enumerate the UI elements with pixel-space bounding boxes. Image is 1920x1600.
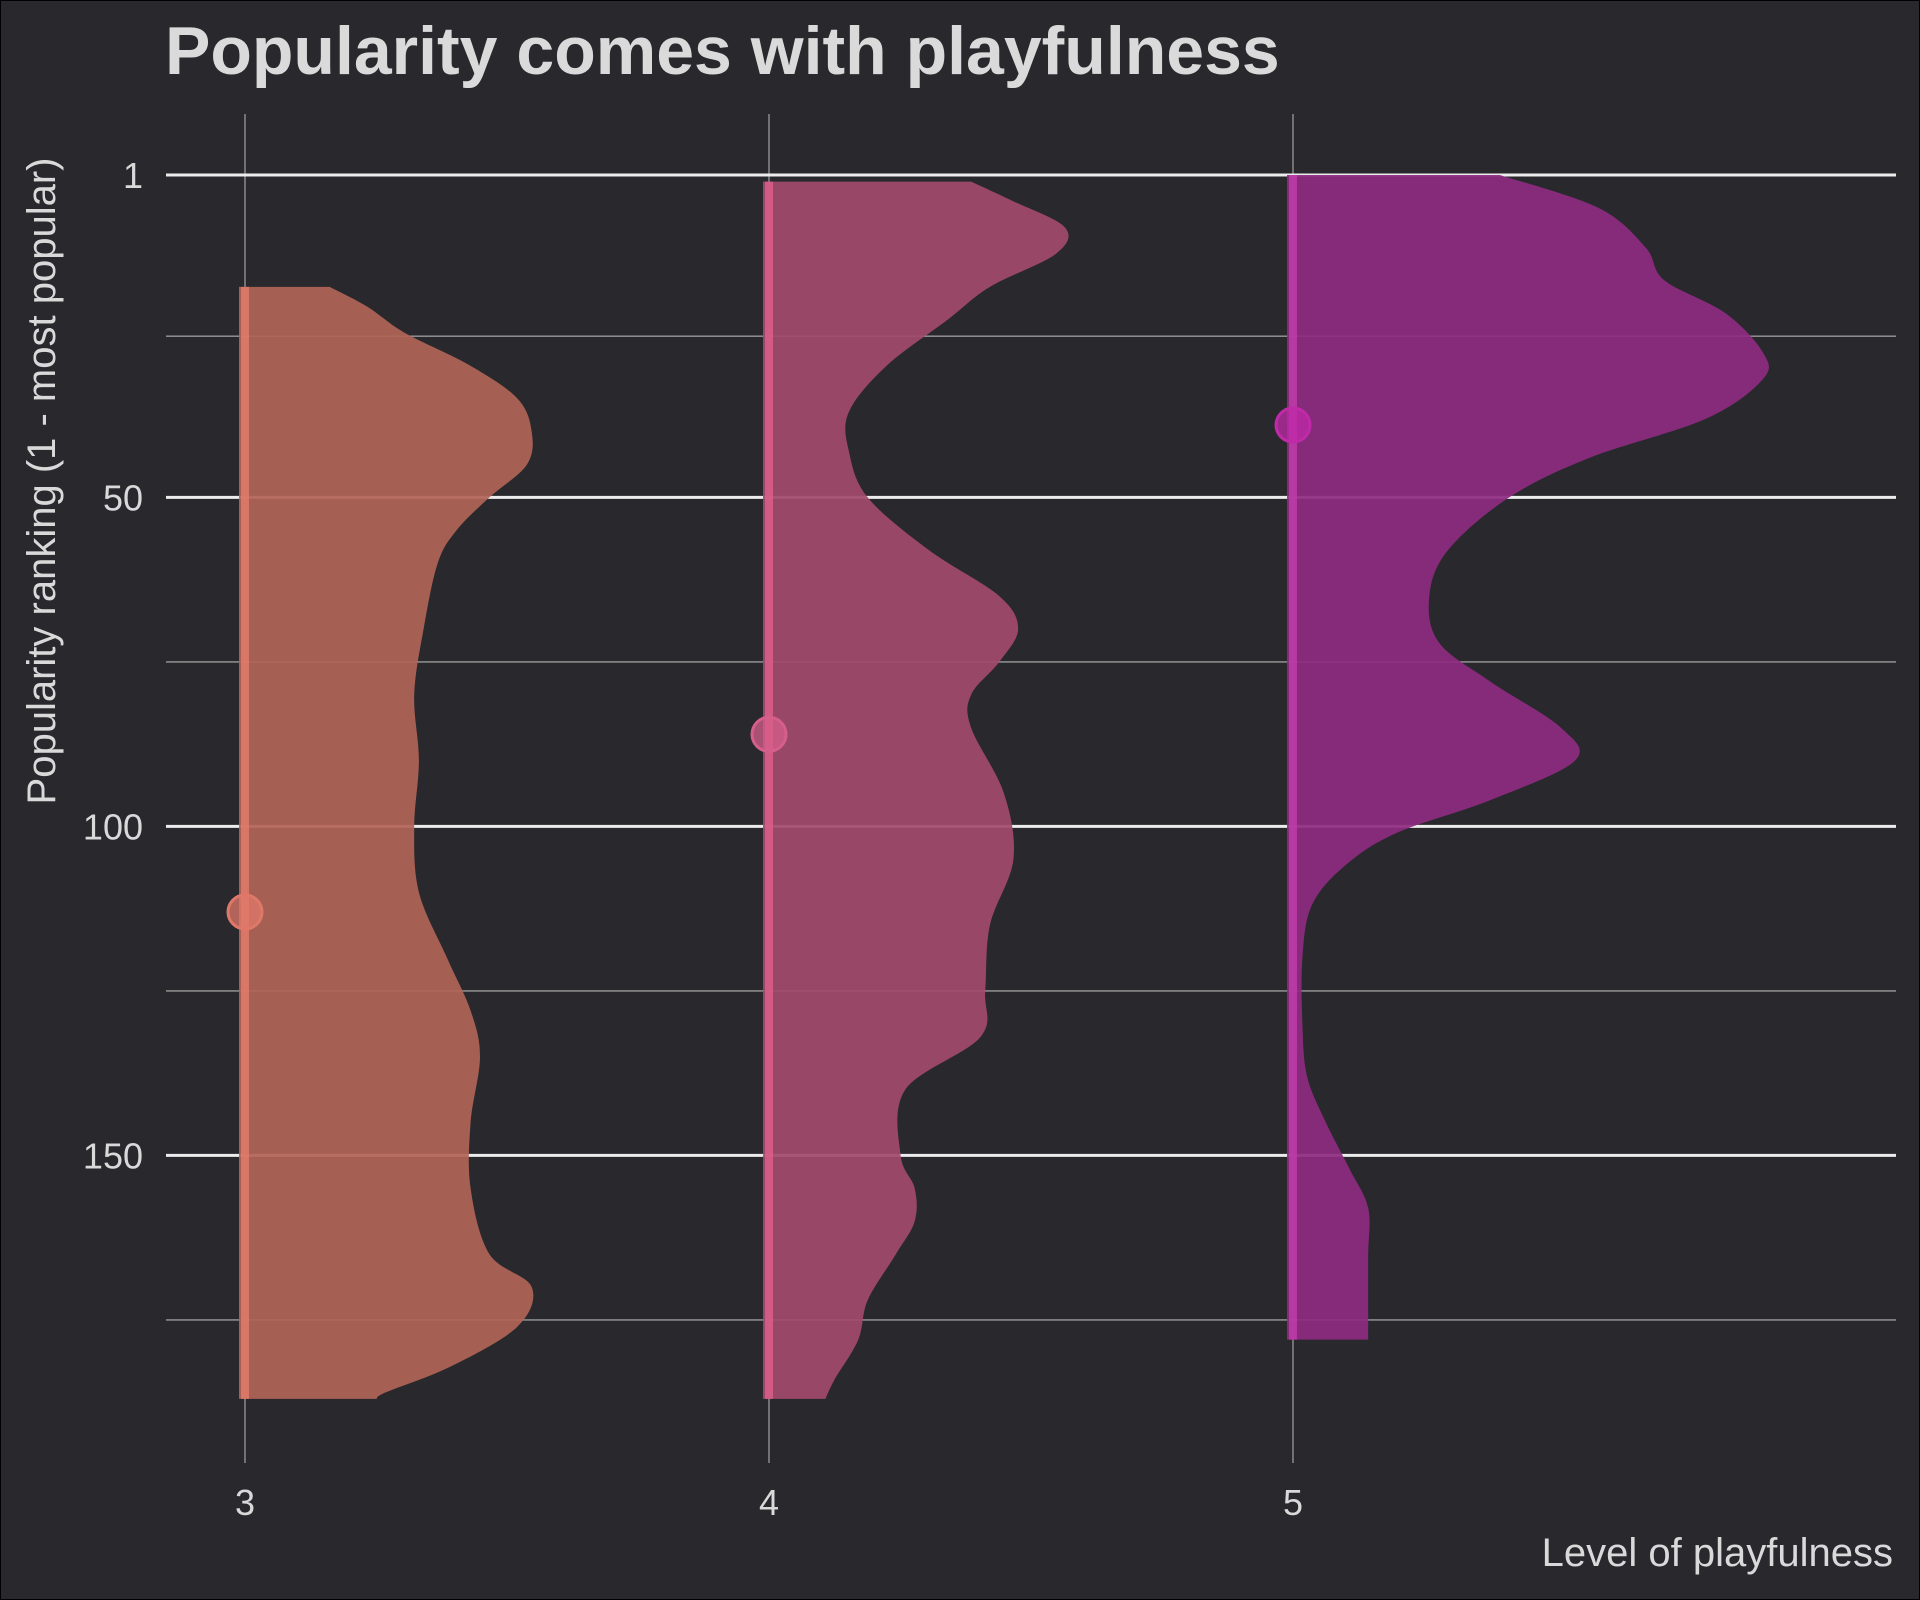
chart-title: Popularity comes with playfulness — [165, 13, 1280, 89]
violin-4 — [763, 181, 1069, 1399]
y-tick-label-1: 1 — [123, 155, 143, 196]
x-axis-title: Level of playfulness — [1542, 1531, 1893, 1575]
x-tick-label-5: 5 — [1283, 1482, 1303, 1523]
y-tick-label-100: 100 — [83, 806, 143, 847]
mean-point-4 — [750, 715, 788, 753]
mean-point-5 — [1274, 406, 1312, 444]
violin-3 — [239, 286, 534, 1399]
violins-layer — [226, 175, 1769, 1399]
violin-5 — [1287, 175, 1769, 1340]
y-tick-label-150: 150 — [83, 1135, 143, 1176]
x-tick-label-3: 3 — [235, 1482, 255, 1523]
y-tick-label-50: 50 — [103, 477, 143, 518]
mean-point-3 — [226, 893, 264, 931]
y-axis-title: Popularity ranking (1 - most popular) — [20, 158, 64, 805]
x-tick-label-4: 4 — [759, 1482, 779, 1523]
